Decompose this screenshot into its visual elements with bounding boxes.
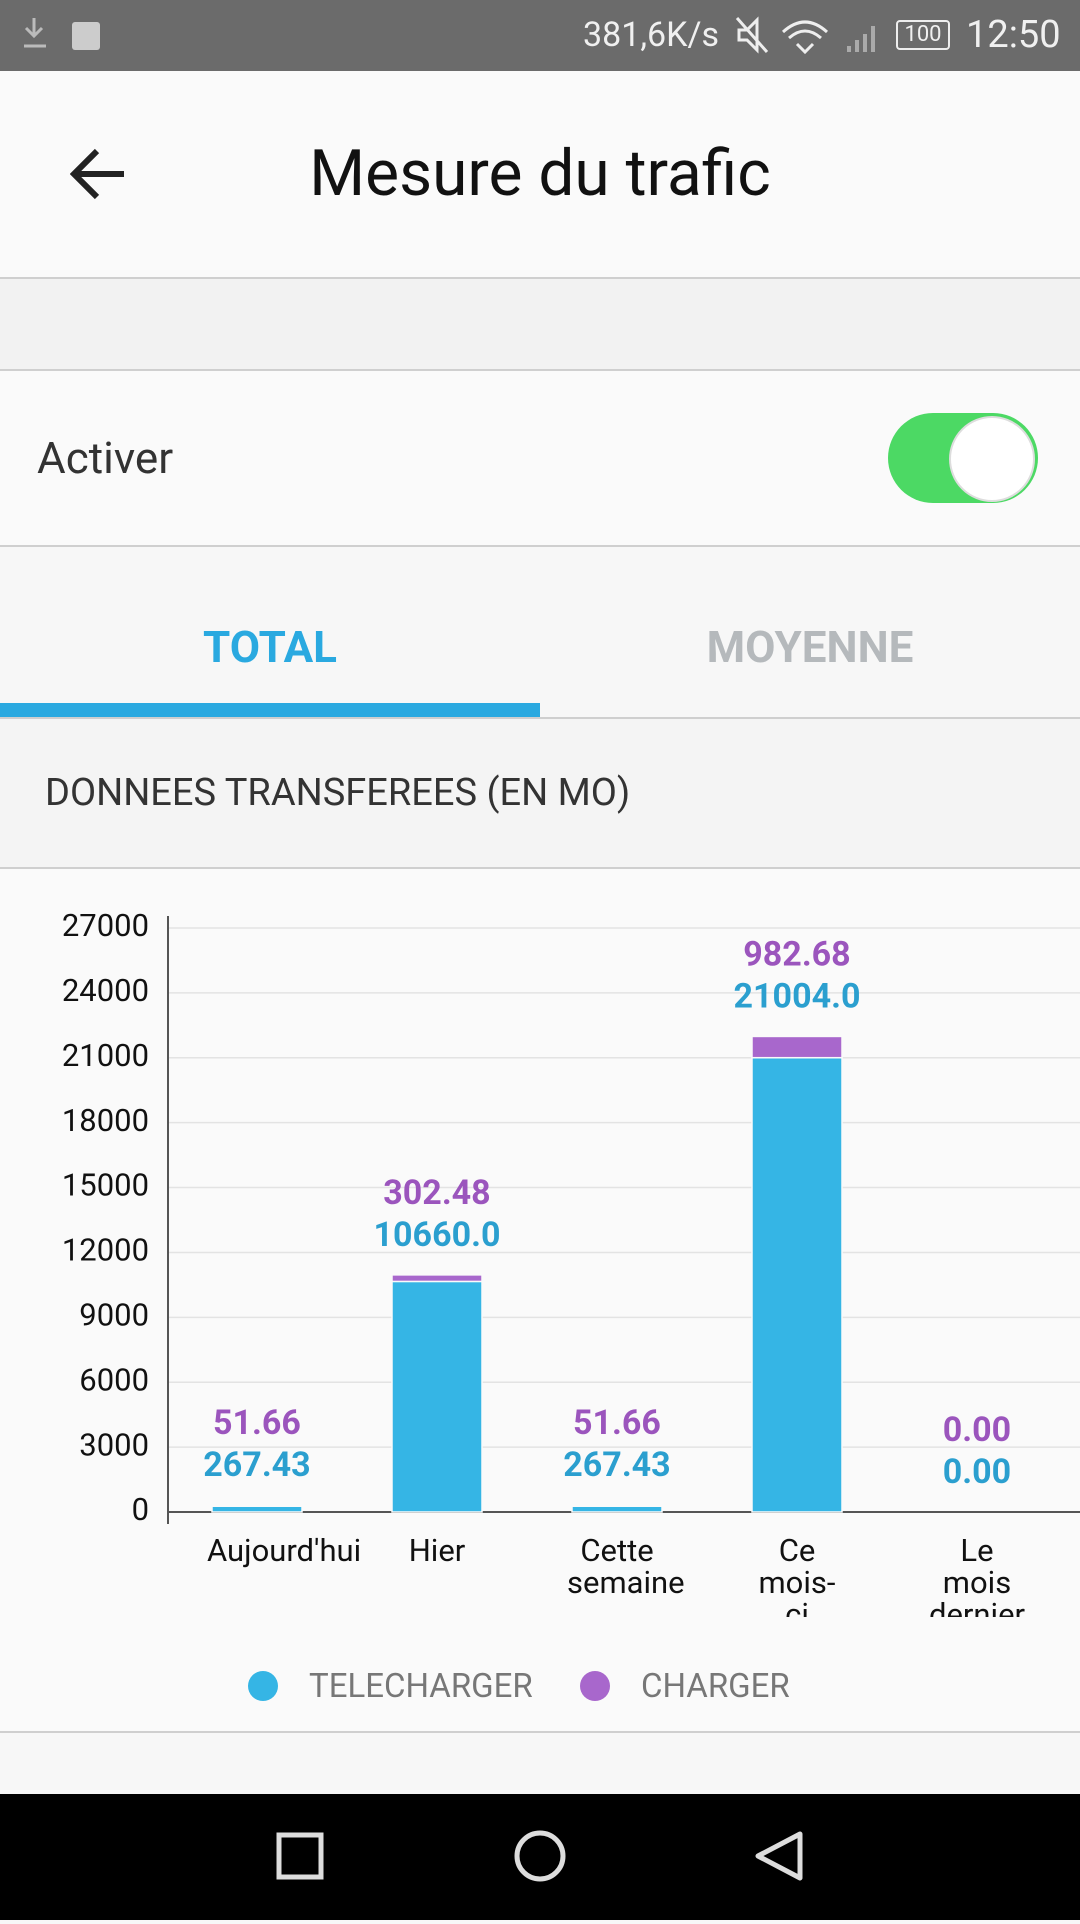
bar-segment xyxy=(751,1035,843,1059)
x-tick-label: Hier xyxy=(408,1535,466,1569)
y-tick-label: 3000 xyxy=(79,1426,149,1463)
value-label: 302.48 xyxy=(383,1173,490,1213)
tab-indicator xyxy=(0,703,540,717)
y-tick-label: 18000 xyxy=(62,1102,149,1139)
x-tick-label: Le mois dernier xyxy=(928,1535,1026,1617)
chart-title: DONNEES TRANSFEREES (EN MO) xyxy=(45,771,631,815)
recents-button[interactable] xyxy=(276,1832,324,1880)
bar-segment xyxy=(211,1504,303,1507)
category-labels: Aujourd'hui Hier Cette semaine Ce mois-ci Le… xyxy=(0,1535,1080,1617)
home-button[interactable] xyxy=(514,1830,566,1882)
y-tick-label: 27000 xyxy=(62,907,149,944)
bar-segment xyxy=(571,1504,663,1507)
back-nav-button[interactable] xyxy=(755,1831,803,1881)
page-title: Mesure du trafic xyxy=(309,136,771,211)
value-label: 267.43 xyxy=(203,1445,310,1485)
legend-label: TELECHARGER xyxy=(309,1667,533,1706)
value-label: 267.43 xyxy=(563,1445,670,1485)
bar-segment xyxy=(211,1505,303,1513)
y-tick-label: 21000 xyxy=(62,1037,149,1074)
status-bar: 381,6K/s 100 12:50 xyxy=(0,0,1080,71)
value-label: 982.68 xyxy=(743,934,850,974)
status-icons xyxy=(24,18,100,50)
spacer xyxy=(0,1733,1080,1794)
spacer xyxy=(0,279,1080,371)
network-speed: 381,6K/s xyxy=(583,15,720,55)
legend-label: CHARGER xyxy=(641,1667,790,1706)
y-tick-label: 24000 xyxy=(62,972,149,1009)
y-tick-label: 0 xyxy=(132,1491,149,1528)
nav-buttons xyxy=(276,1830,803,1882)
value-label: 51.66 xyxy=(213,1403,301,1443)
status-icons xyxy=(735,16,875,55)
x-tick-label: Cette semaine xyxy=(567,1535,685,1601)
tab[interactable]: MOYENNE xyxy=(706,621,914,673)
value-label: 21004.0 xyxy=(734,976,861,1016)
toggle-switch[interactable] xyxy=(886,409,1046,509)
bar-segment xyxy=(391,1274,483,1283)
back-button[interactable] xyxy=(70,147,128,201)
tab-bar: TOTAL MOYENNE xyxy=(0,547,1080,719)
value-label: 0.00 xyxy=(943,1452,1011,1492)
toggle-label: Activer xyxy=(37,432,174,484)
value-label: 0.00 xyxy=(943,1410,1011,1450)
settings-row: Activer xyxy=(0,371,1080,547)
bar-segment xyxy=(391,1280,483,1513)
chart: 0 3000 6000 9000 12000 15000 18000 21000 24000 27… xyxy=(62,907,1080,1528)
battery: 100 xyxy=(896,20,950,50)
section-header: DONNEES TRANSFEREES (EN MO) xyxy=(0,719,1080,869)
y-tick-label: 6000 xyxy=(79,1361,149,1398)
y-tick-label: 9000 xyxy=(79,1297,149,1334)
bar-segment xyxy=(751,1056,843,1513)
bar-segment xyxy=(571,1505,663,1513)
clock: 12:50 xyxy=(966,13,1061,57)
value-label: 51.66 xyxy=(573,1403,661,1443)
app-bar: Mesure du trafic xyxy=(0,71,1080,279)
navigation-bar xyxy=(0,1794,1080,1920)
tab[interactable]: TOTAL xyxy=(203,621,337,673)
y-tick-label: 12000 xyxy=(62,1232,149,1269)
y-tick-label: 15000 xyxy=(62,1167,149,1204)
x-tick-label: Ce mois-ci xyxy=(758,1535,836,1617)
chart-card: 0 3000 6000 9000 12000 15000 18000 21000 24000 27… xyxy=(0,869,1080,1733)
legend-marker xyxy=(248,1671,278,1701)
value-label: 10660.0 xyxy=(374,1215,501,1255)
x-tick-label: Aujourd'hui xyxy=(207,1535,362,1569)
legend: TELECHARGER CHARGER xyxy=(0,1657,1080,1717)
legend-marker xyxy=(580,1671,610,1701)
